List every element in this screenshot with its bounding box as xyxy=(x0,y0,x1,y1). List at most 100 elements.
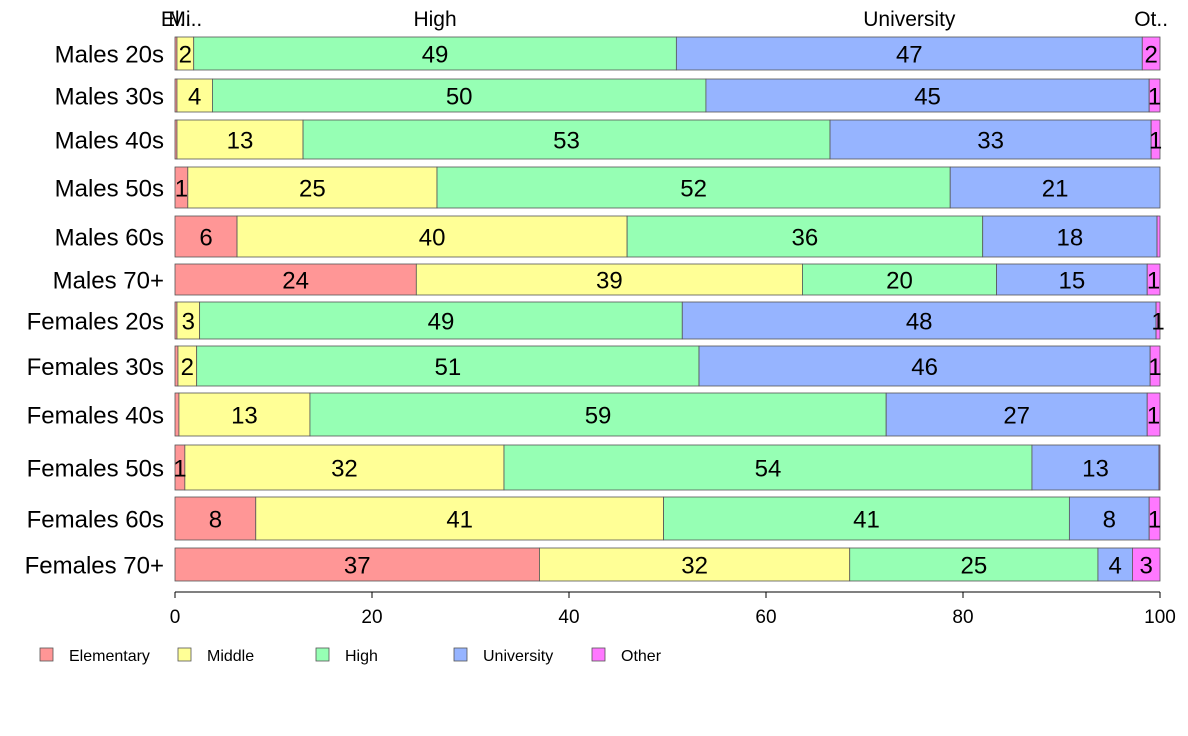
bar-segment xyxy=(187,166,438,209)
bar-segment xyxy=(996,263,1148,296)
bar-segment xyxy=(178,392,311,437)
row-label: Males 30s xyxy=(55,84,164,111)
segment-value-label: 1 xyxy=(1149,128,1162,155)
row-label: Females 50s xyxy=(27,456,164,483)
x-tick-label: 80 xyxy=(952,607,973,628)
legend-label: Other xyxy=(621,648,662,665)
bar-segment xyxy=(236,215,628,258)
bar-segment xyxy=(174,263,417,296)
bar-segment xyxy=(174,547,540,582)
segment-value-label: 1 xyxy=(173,456,186,483)
segment-value-label: 50 xyxy=(446,84,473,111)
bar-segment xyxy=(1155,301,1161,340)
segment-value-label: 51 xyxy=(434,354,461,381)
row-label: Females 30s xyxy=(27,354,164,381)
legend-label: Elementary xyxy=(69,648,150,665)
legend-swatch xyxy=(315,647,330,662)
bar-segment xyxy=(681,301,1157,340)
segment-value-label: 13 xyxy=(227,128,254,155)
bar-segment xyxy=(539,547,851,582)
row-label: Females 40s xyxy=(27,403,164,430)
bar-segment xyxy=(705,78,1150,113)
bar-segment xyxy=(626,215,984,258)
bar-segment xyxy=(663,496,1070,541)
segment-value-label: 1 xyxy=(1148,507,1161,534)
bar-segment xyxy=(196,345,700,387)
bar-segment xyxy=(309,392,887,437)
bar-segment xyxy=(255,496,664,541)
segment-value-label: 15 xyxy=(1058,268,1085,295)
bar-segment xyxy=(1031,444,1160,491)
segment-value-label: 4 xyxy=(188,84,201,111)
segment-value-label: 54 xyxy=(755,456,782,483)
bar-segment xyxy=(1148,496,1161,541)
bar-segment xyxy=(1068,496,1150,541)
bar-segment xyxy=(1158,444,1161,491)
bar-segment xyxy=(802,263,997,296)
bar-segment xyxy=(698,345,1151,387)
x-axis: 0 20 40 60 80 100 xyxy=(170,591,1176,628)
bar-segment xyxy=(174,345,179,387)
legend-label: University xyxy=(483,648,553,665)
bar-segment xyxy=(1156,215,1161,258)
bar-segment xyxy=(1132,547,1161,582)
segment-value-label: 2 xyxy=(179,42,192,69)
bar-segment xyxy=(436,166,951,209)
bar-segment xyxy=(829,119,1152,160)
bar-segment xyxy=(199,301,683,340)
bar-segment xyxy=(849,547,1099,582)
segment-value-label: 2 xyxy=(181,354,194,381)
bar-segment xyxy=(302,119,831,160)
row-label: Males 20s xyxy=(55,42,164,69)
segment-value-label: 53 xyxy=(553,128,580,155)
bar-segment xyxy=(1149,345,1161,387)
segment-value-label: 18 xyxy=(1057,225,1084,252)
bar-segment xyxy=(503,444,1033,491)
x-tick-label: 100 xyxy=(1144,607,1176,628)
top-category-label: Mi.. xyxy=(168,8,202,31)
row-label: Females 60s xyxy=(27,507,164,534)
row-label: Males 70+ xyxy=(53,268,164,295)
segment-value-label: 41 xyxy=(853,507,880,534)
segment-value-label: 52 xyxy=(680,176,707,203)
bar-segment xyxy=(193,36,677,71)
segment-value-label: 1 xyxy=(1151,309,1164,336)
row-label: Males 60s xyxy=(55,225,164,252)
segment-value-label: 1 xyxy=(1147,268,1160,295)
segment-value-label: 47 xyxy=(896,42,923,69)
top-category-label: Ot.. xyxy=(1134,8,1168,31)
segment-value-label: 59 xyxy=(585,403,612,430)
bar-segment xyxy=(949,166,1161,209)
bar-segment xyxy=(184,444,505,491)
legend-swatch xyxy=(177,647,192,662)
segment-value-label: 20 xyxy=(886,268,913,295)
x-tick-label: 20 xyxy=(361,607,382,628)
segment-value-label: 8 xyxy=(1103,507,1116,534)
segment-value-label: 37 xyxy=(344,553,371,580)
segment-value-label: 24 xyxy=(282,268,309,295)
top-category-label: El.. xyxy=(161,8,191,31)
row-label: Males 50s xyxy=(55,176,164,203)
row-label: Females 20s xyxy=(27,309,164,336)
segment-value-label: 6 xyxy=(199,225,212,252)
segment-value-label: 1 xyxy=(1147,403,1160,430)
bar-segment xyxy=(1146,392,1161,437)
segment-value-label: 13 xyxy=(1082,456,1109,483)
row-label: Females 70+ xyxy=(25,553,164,580)
segment-value-label: 27 xyxy=(1003,403,1030,430)
segment-value-label: 1 xyxy=(1148,84,1161,111)
segment-value-label: 46 xyxy=(911,354,938,381)
segment-value-label: 49 xyxy=(422,42,449,69)
segment-value-label: 41 xyxy=(446,507,473,534)
bar-segment xyxy=(1141,36,1161,71)
bar-segment xyxy=(415,263,803,296)
bars-group xyxy=(174,36,1161,582)
bar-segment xyxy=(212,78,707,113)
segment-value-label: 1 xyxy=(175,176,188,203)
bar-segment xyxy=(174,215,238,258)
segment-value-label: 25 xyxy=(299,176,326,203)
legend-swatch xyxy=(591,647,606,662)
segment-value-label: 4 xyxy=(1109,553,1122,580)
